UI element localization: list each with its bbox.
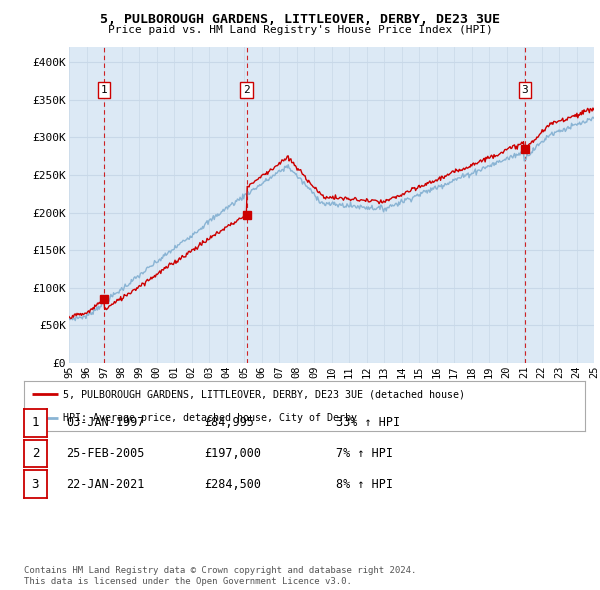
Text: 3: 3 bbox=[32, 477, 39, 491]
Text: Price paid vs. HM Land Registry's House Price Index (HPI): Price paid vs. HM Land Registry's House … bbox=[107, 25, 493, 35]
Text: Contains HM Land Registry data © Crown copyright and database right 2024.: Contains HM Land Registry data © Crown c… bbox=[24, 566, 416, 575]
Text: 03-JAN-1997: 03-JAN-1997 bbox=[66, 416, 145, 430]
Text: 1: 1 bbox=[32, 416, 39, 430]
Text: 2: 2 bbox=[32, 447, 39, 460]
Text: 2: 2 bbox=[243, 85, 250, 95]
Text: 22-JAN-2021: 22-JAN-2021 bbox=[66, 477, 145, 491]
Text: 8% ↑ HPI: 8% ↑ HPI bbox=[336, 477, 393, 491]
Text: £197,000: £197,000 bbox=[204, 447, 261, 460]
Text: £284,500: £284,500 bbox=[204, 477, 261, 491]
Text: 33% ↑ HPI: 33% ↑ HPI bbox=[336, 416, 400, 430]
Text: HPI: Average price, detached house, City of Derby: HPI: Average price, detached house, City… bbox=[63, 412, 357, 422]
Text: This data is licensed under the Open Government Licence v3.0.: This data is licensed under the Open Gov… bbox=[24, 577, 352, 586]
Text: 5, PULBOROUGH GARDENS, LITTLEOVER, DERBY, DE23 3UE (detached house): 5, PULBOROUGH GARDENS, LITTLEOVER, DERBY… bbox=[63, 389, 465, 399]
Text: 3: 3 bbox=[521, 85, 529, 95]
Text: 25-FEB-2005: 25-FEB-2005 bbox=[66, 447, 145, 460]
Text: 1: 1 bbox=[101, 85, 107, 95]
Text: 5, PULBOROUGH GARDENS, LITTLEOVER, DERBY, DE23 3UE: 5, PULBOROUGH GARDENS, LITTLEOVER, DERBY… bbox=[100, 13, 500, 26]
Text: 7% ↑ HPI: 7% ↑ HPI bbox=[336, 447, 393, 460]
Text: £84,995: £84,995 bbox=[204, 416, 254, 430]
